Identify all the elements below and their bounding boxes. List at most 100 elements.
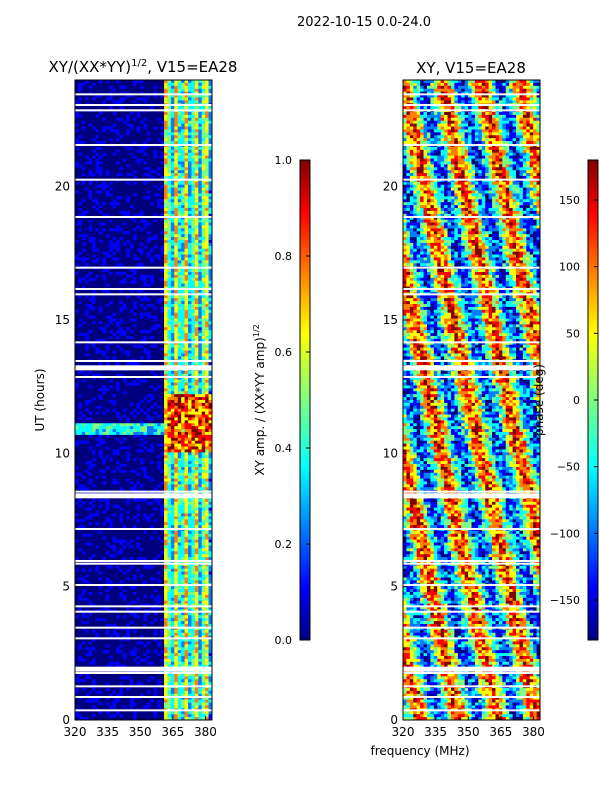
heatmap-cell bbox=[95, 397, 100, 401]
heatmap-cell bbox=[184, 97, 189, 101]
heatmap-cell bbox=[184, 210, 189, 215]
heatmap-cell bbox=[150, 336, 155, 340]
heatmap-cell bbox=[167, 306, 172, 311]
heatmap-cell bbox=[205, 126, 209, 130]
heatmap-cell bbox=[133, 362, 138, 366]
heatmap-cell bbox=[85, 330, 90, 334]
heatmap-cell bbox=[81, 370, 86, 375]
heatmap-cell bbox=[102, 126, 107, 130]
heatmap-cell bbox=[157, 341, 162, 346]
heatmap-cell bbox=[129, 338, 134, 343]
heatmap-cell bbox=[122, 152, 127, 157]
heatmap-cell bbox=[126, 245, 131, 250]
heatmap-cell bbox=[136, 336, 141, 340]
heatmap-cell bbox=[174, 219, 179, 223]
heatmap-cell bbox=[167, 245, 172, 250]
heatmap-cell bbox=[122, 149, 127, 154]
heatmap-cell bbox=[170, 181, 175, 186]
heatmap-cell bbox=[184, 423, 189, 427]
heatmap-cell bbox=[146, 190, 151, 194]
heatmap-cell bbox=[201, 117, 206, 122]
heatmap-cell bbox=[160, 106, 165, 110]
heatmap-cell bbox=[112, 394, 117, 398]
heatmap-cell bbox=[119, 280, 124, 285]
heatmap-cell bbox=[119, 414, 124, 418]
heatmap-cell bbox=[133, 414, 138, 418]
heatmap-cell bbox=[92, 97, 96, 101]
heatmap-cell bbox=[150, 411, 155, 415]
heatmap-cell bbox=[143, 135, 148, 139]
heatmap-cell bbox=[143, 379, 148, 383]
heatmap-cell bbox=[122, 210, 127, 215]
heatmap-cell bbox=[167, 123, 172, 127]
heatmap-cell bbox=[119, 161, 124, 165]
heatmap-cell bbox=[208, 205, 212, 209]
heatmap-cell bbox=[198, 382, 203, 386]
heatmap-cell bbox=[88, 420, 93, 424]
heatmap-cell bbox=[153, 225, 158, 229]
heatmap-cell bbox=[167, 126, 172, 130]
heatmap-cell bbox=[122, 295, 127, 299]
heatmap-cell bbox=[129, 91, 134, 95]
heatmap-cell bbox=[122, 315, 127, 319]
heatmap-cell bbox=[126, 382, 131, 386]
heatmap-cell bbox=[109, 432, 114, 436]
heatmap-cell bbox=[174, 379, 179, 383]
heatmap-cell bbox=[105, 213, 110, 218]
heatmap-cell bbox=[129, 379, 134, 383]
heatmap-cell bbox=[177, 240, 182, 244]
heatmap-cell bbox=[92, 245, 96, 250]
heatmap-cell bbox=[170, 216, 175, 221]
heatmap-cell bbox=[133, 196, 138, 200]
heatmap-cell bbox=[170, 248, 175, 253]
heatmap-cell bbox=[143, 434, 148, 439]
heatmap-cell bbox=[174, 260, 179, 264]
heatmap-cell bbox=[157, 373, 162, 378]
heatmap-cell bbox=[184, 411, 189, 415]
heatmap-cell bbox=[205, 388, 209, 392]
heatmap-cell bbox=[174, 170, 179, 174]
heatmap-cell bbox=[153, 321, 158, 325]
heatmap-cell bbox=[116, 184, 120, 189]
heatmap-cell bbox=[167, 414, 172, 418]
heatmap-cell bbox=[150, 225, 155, 229]
heatmap-cell bbox=[122, 170, 127, 174]
heatmap-cell bbox=[133, 82, 138, 87]
heatmap-cell bbox=[92, 347, 96, 351]
heatmap-cell bbox=[116, 237, 120, 241]
heatmap-cell bbox=[78, 210, 83, 215]
heatmap-cell bbox=[136, 208, 141, 212]
heatmap-cell bbox=[75, 333, 79, 337]
heatmap-cell bbox=[143, 338, 148, 343]
heatmap-cell bbox=[78, 260, 83, 264]
heatmap-cell bbox=[105, 158, 110, 162]
heatmap-cell bbox=[95, 426, 100, 430]
heatmap-cell bbox=[85, 400, 90, 404]
heatmap-cell bbox=[170, 82, 175, 87]
heatmap-cell bbox=[191, 187, 196, 191]
heatmap-cell bbox=[88, 196, 93, 200]
heatmap-cell bbox=[133, 120, 138, 125]
heatmap-cell bbox=[157, 138, 162, 142]
heatmap-cell bbox=[157, 432, 162, 436]
heatmap-cell bbox=[184, 237, 189, 241]
heatmap-cell bbox=[143, 263, 148, 267]
heatmap-cell bbox=[102, 304, 107, 308]
heatmap-cell bbox=[208, 158, 212, 162]
heatmap-cell bbox=[143, 187, 148, 191]
heatmap-cell bbox=[164, 208, 168, 212]
heatmap-cell bbox=[208, 341, 212, 346]
heatmap-cell bbox=[112, 158, 117, 162]
heatmap-cell bbox=[92, 330, 96, 334]
heatmap-cell bbox=[116, 257, 120, 261]
heatmap-cell bbox=[201, 132, 206, 136]
heatmap-cell bbox=[136, 408, 141, 413]
heatmap-cell bbox=[140, 181, 144, 186]
heatmap-cell bbox=[191, 251, 196, 255]
heatmap-cell bbox=[177, 213, 182, 218]
heatmap-cell bbox=[75, 269, 79, 273]
heatmap-cell bbox=[116, 161, 120, 165]
heatmap-cell bbox=[95, 100, 100, 104]
heatmap-cell bbox=[133, 245, 138, 250]
heatmap-cell bbox=[95, 274, 100, 279]
